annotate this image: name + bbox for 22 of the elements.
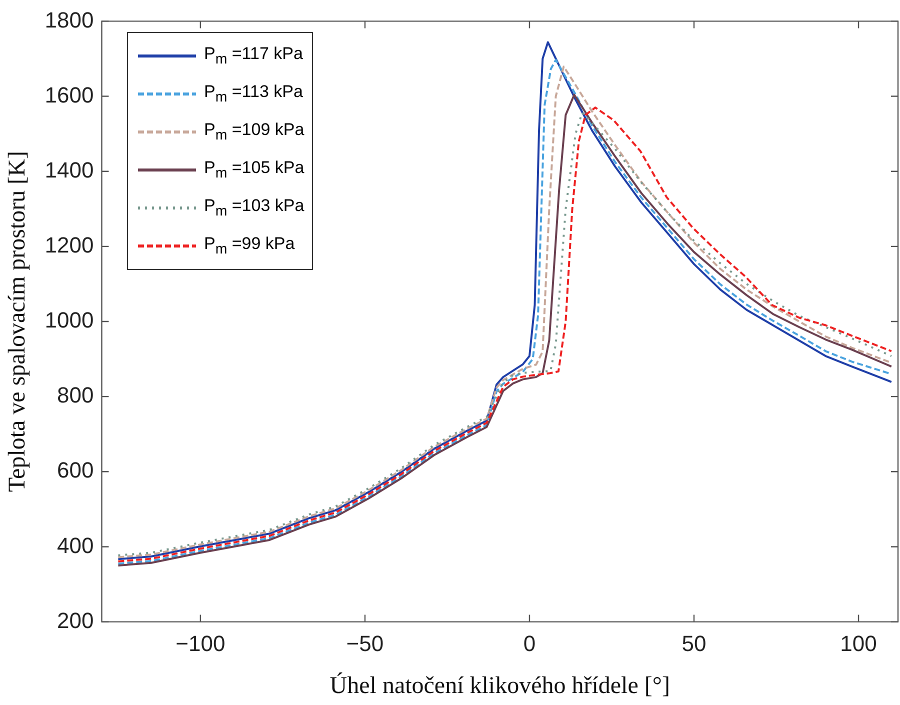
legend-label: P$_{m}$ =99 kPa [204,234,295,258]
legend-label: P$_{m}$ =109 kPa [204,120,304,144]
y-tick-label: 200 [57,608,94,633]
x-tick-label: 0 [523,631,536,656]
x-tick-label: −50 [346,631,384,656]
y-tick-label: 600 [57,458,94,483]
y-tick-label: 1000 [44,308,94,333]
y-axis-title: Teplota ve spalovacím prostoru [K] [4,151,31,492]
y-tick-label: 1600 [44,82,94,108]
x-axis-title: Úhel natočení klikového hřídele [°] [330,672,670,699]
x-tick-label: 50 [682,631,706,656]
x-tick-label: 100 [840,631,877,656]
x-tick-label: −100 [176,631,226,656]
y-tick-label: 1400 [44,157,94,182]
legend-label: P$_{m}$ =105 kPa [204,158,304,182]
legend-label: P$_{m}$ =103 kPa [204,196,304,220]
legend-label: P$_{m}$ =113 kPa [204,82,303,106]
legend-label: P$_{m}$ =117 kPa [204,44,303,68]
y-tick-label: 1200 [44,232,94,258]
y-tick-label: 1800 [44,7,94,32]
y-tick-label: 400 [57,532,94,558]
y-tick-label: 800 [57,382,94,408]
